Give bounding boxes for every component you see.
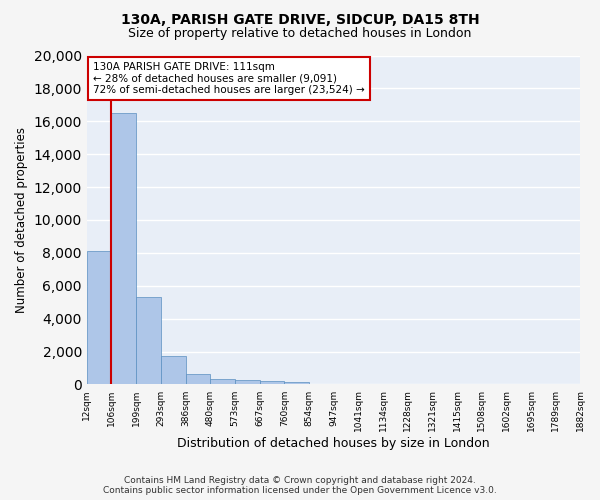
Bar	[235, 380, 260, 384]
Text: 130A PARISH GATE DRIVE: 111sqm
← 28% of detached houses are smaller (9,091)
72% : 130A PARISH GATE DRIVE: 111sqm ← 28% of …	[93, 62, 365, 96]
Bar	[161, 356, 185, 384]
Bar	[136, 298, 161, 384]
Bar	[112, 113, 136, 384]
Bar	[210, 378, 235, 384]
Bar	[185, 374, 210, 384]
Text: Size of property relative to detached houses in London: Size of property relative to detached ho…	[128, 28, 472, 40]
Y-axis label: Number of detached properties: Number of detached properties	[15, 127, 28, 313]
Bar	[87, 251, 112, 384]
Text: 130A, PARISH GATE DRIVE, SIDCUP, DA15 8TH: 130A, PARISH GATE DRIVE, SIDCUP, DA15 8T…	[121, 12, 479, 26]
Bar	[260, 381, 284, 384]
Text: Contains HM Land Registry data © Crown copyright and database right 2024.
Contai: Contains HM Land Registry data © Crown c…	[103, 476, 497, 495]
X-axis label: Distribution of detached houses by size in London: Distribution of detached houses by size …	[178, 437, 490, 450]
Bar	[284, 382, 309, 384]
